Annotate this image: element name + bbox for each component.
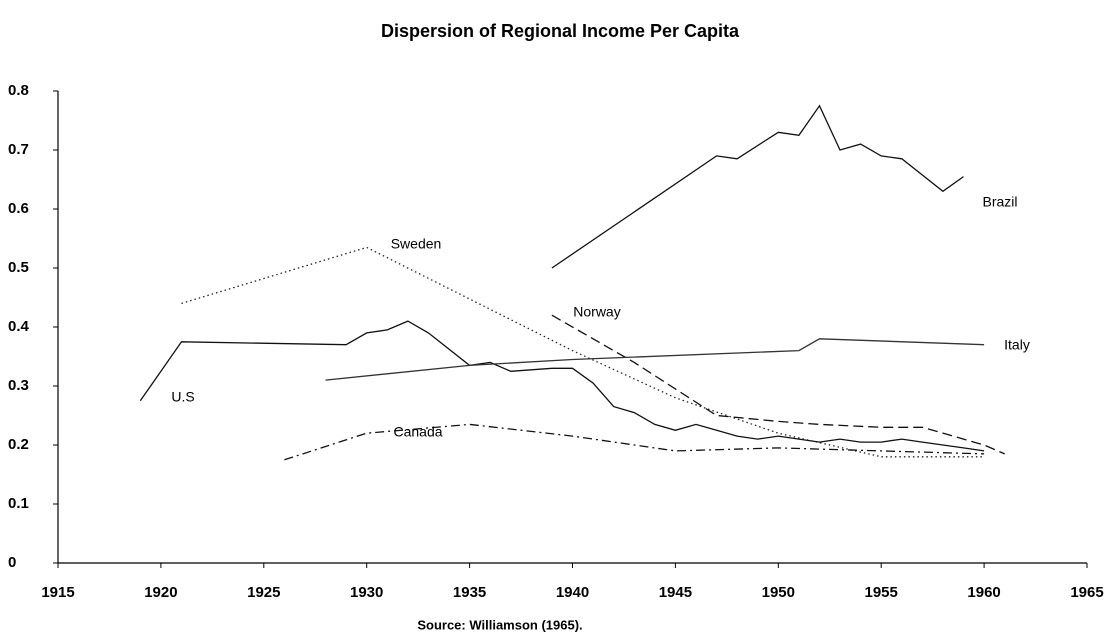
x-tick-label: 1925: [247, 584, 280, 601]
x-tick-label: 1915: [41, 584, 74, 601]
series-line: [325, 338, 985, 381]
series-label: Italy: [1004, 337, 1030, 353]
series-label: Canada: [393, 424, 442, 440]
y-tick-label: 0: [8, 554, 16, 571]
y-tick-label: 0.6: [8, 200, 29, 217]
series-label: U.S: [171, 389, 194, 405]
x-tick-label: 1940: [556, 584, 589, 601]
x-tick-label: 1935: [453, 584, 486, 601]
y-tick-label: 0.2: [8, 436, 29, 453]
x-tick-label: 1965: [1070, 584, 1103, 601]
series-label: Norway: [573, 304, 620, 320]
chart-title: Dispersion of Regional Income Per Capita: [381, 21, 740, 41]
y-tick-label: 0.4: [8, 318, 30, 335]
x-tick-label: 1960: [967, 584, 1000, 601]
series-line: [181, 246, 985, 458]
y-tick-label: 0.7: [8, 141, 29, 158]
y-tick-label: 0.5: [8, 259, 29, 276]
series-label: Sweden: [391, 236, 442, 252]
y-tick-label: 0.3: [8, 377, 29, 394]
y-tick-label: 0.1: [8, 495, 29, 512]
x-tick-label: 1930: [350, 584, 383, 601]
x-tick-label: 1950: [762, 584, 795, 601]
x-tick-label: 1955: [865, 584, 898, 601]
series-line: [284, 423, 985, 461]
source-note: Source: Williamson (1965).: [417, 617, 582, 632]
y-tick-label: 0.8: [8, 82, 29, 99]
series-line: [551, 104, 964, 269]
series-line: [139, 320, 985, 452]
x-tick-label: 1945: [659, 584, 692, 601]
series-line: [551, 314, 1005, 455]
series-label: Brazil: [982, 194, 1017, 210]
x-tick-label: 1920: [144, 584, 177, 601]
